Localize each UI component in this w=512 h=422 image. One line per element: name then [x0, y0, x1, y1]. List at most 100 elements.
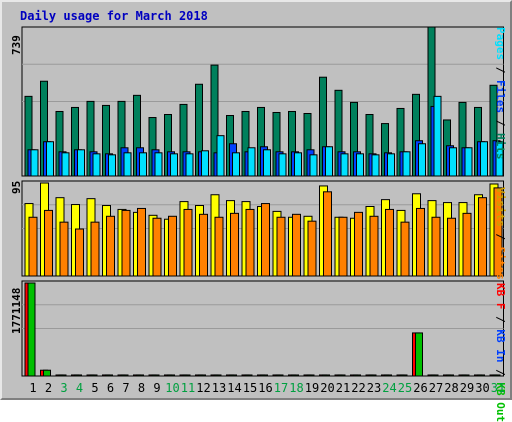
sites-bar-day-18 [292, 213, 301, 277]
pages-bar-day-24 [387, 153, 395, 177]
x-tick-label-day-6: 6 [106, 381, 115, 395]
x-tick-label-day-16: 16 [258, 381, 273, 395]
kb-in-bar-day-2 [43, 369, 51, 377]
pages-bar-day-10 [170, 153, 178, 177]
sites-bar-day-11 [183, 208, 193, 277]
kb-in-bar-day-13 [213, 374, 222, 377]
pages-bar-day-27 [433, 95, 442, 177]
kb-in-bar-day-9 [151, 374, 160, 377]
x-tick-label-day-22: 22 [351, 381, 366, 395]
pages-bar-day-7 [123, 152, 132, 177]
kb-in-bar-day-10 [167, 374, 175, 377]
x-tick-label-day-10: 10 [165, 381, 180, 395]
sites-bar-day-22 [354, 211, 363, 277]
kb-in-bar-day-29 [461, 374, 470, 377]
kb-in-bar-day-26 [415, 332, 423, 377]
legend-top-entry-2: Files [494, 80, 507, 114]
kb-in-bar-day-6 [105, 374, 113, 377]
kb-in-bar-day-17 [275, 374, 284, 377]
pages-bar-day-21 [340, 153, 349, 177]
sites-bar-day-8 [137, 207, 146, 277]
pages-bar-day-14 [232, 152, 240, 177]
sites-bar-day-6 [106, 215, 115, 277]
kb-in-bar-day-5 [89, 374, 98, 377]
x-tick-label-day-23: 23 [366, 381, 382, 395]
kb-in-bar-day-11 [182, 374, 191, 377]
pages-bar-day-31 [495, 141, 504, 177]
kb-in-bar-day-27 [430, 374, 439, 377]
bottom-panel-max-label: 1771148 [10, 287, 23, 334]
x-tick-label-day-18: 18 [289, 381, 304, 395]
mid-panel-max-label: 95 [10, 180, 23, 194]
sites-bar-day-31 [493, 187, 503, 277]
sites-bar-day-28 [447, 217, 456, 277]
sites-bar-day-12 [199, 213, 208, 277]
legend-mid-entry-1: / [494, 226, 507, 247]
kb-in-bar-day-24 [384, 374, 392, 377]
pages-bar-day-12 [201, 150, 209, 177]
kb-in-bar-day-14 [229, 374, 237, 377]
pages-bar-day-18 [294, 152, 302, 177]
sites-bar-day-27 [431, 216, 441, 277]
x-tick-label-day-15: 15 [242, 381, 258, 395]
legend-top-entry-0: Pages [494, 27, 507, 61]
pages-bar-day-5 [92, 153, 101, 177]
x-tick-label-day-19: 19 [304, 381, 320, 395]
x-tick-label-day-26: 26 [413, 381, 428, 395]
pages-bar-day-11 [185, 153, 194, 177]
legend-top-entry-4: Hits [494, 133, 507, 160]
pages-bar-day-9 [154, 152, 163, 177]
x-tick-label-day-5: 5 [91, 381, 99, 395]
kb-in-bar-day-19 [306, 374, 315, 377]
pages-bar-day-3 [61, 152, 70, 177]
legend-bottom-entry-3: / [494, 362, 507, 383]
sites-bar-day-25 [400, 221, 410, 277]
x-tick-label-day-7: 7 [122, 381, 130, 395]
pages-bar-day-30 [480, 141, 488, 177]
sites-bar-day-10 [168, 215, 177, 277]
kb-in-bar-day-30 [477, 374, 485, 377]
sites-bar-day-21 [338, 216, 348, 277]
pages-bar-day-25 [402, 151, 411, 177]
kb-in-bar-day-3 [58, 374, 67, 377]
x-tick-label-day-1: 1 [29, 381, 37, 395]
sites-bar-day-26 [416, 207, 425, 277]
kb-in-bar-day-15 [244, 374, 253, 377]
kb-in-bar-day-1 [27, 282, 36, 377]
sites-bar-day-20 [323, 191, 332, 277]
x-tick-label-day-21: 21 [335, 381, 351, 395]
legend-mid-entry-0: Visits [494, 187, 507, 227]
pages-bar-day-16 [263, 149, 271, 177]
kb-in-bar-day-25 [399, 374, 408, 377]
sites-bar-day-1 [28, 216, 38, 277]
x-tick-label-day-28: 28 [444, 381, 459, 395]
x-tick-label-day-17: 17 [273, 381, 289, 395]
legend-kbytes: KB F / KB In / KB Out [494, 283, 507, 422]
sites-bar-day-2 [44, 209, 53, 277]
x-tick-label-day-20: 20 [320, 381, 335, 395]
legend-visits-sites: Visits / Sites [494, 187, 507, 280]
x-tick-label-day-9: 9 [153, 381, 161, 395]
x-tick-label-day-29: 29 [459, 381, 475, 395]
kb-in-bar-day-28 [446, 374, 454, 377]
pages-bar-day-19 [309, 154, 318, 177]
sites-bar-day-16 [261, 203, 270, 277]
sites-bar-day-24 [385, 208, 394, 277]
pages-bar-day-22 [356, 153, 364, 177]
legend-bottom-entry-2: KB In [494, 329, 507, 363]
pages-bar-day-13 [216, 135, 225, 177]
sites-bar-day-30 [478, 197, 487, 277]
kb-in-bar-day-8 [136, 374, 144, 377]
sites-bar-day-17 [276, 216, 286, 277]
pages-bar-day-4 [77, 149, 85, 177]
pages-bar-day-29 [464, 147, 473, 177]
sites-bar-day-5 [90, 221, 100, 277]
sites-bar-day-4 [75, 228, 84, 277]
sites-bar-day-9 [152, 217, 162, 277]
kb-in-bar-day-18 [291, 374, 299, 377]
kb-in-bar-day-16 [260, 374, 268, 377]
top-panel-max-label: 739 [10, 35, 23, 55]
kb-in-bar-day-22 [353, 374, 361, 377]
x-tick-label-day-30: 30 [475, 381, 490, 395]
pages-bar-day-26 [418, 143, 426, 177]
